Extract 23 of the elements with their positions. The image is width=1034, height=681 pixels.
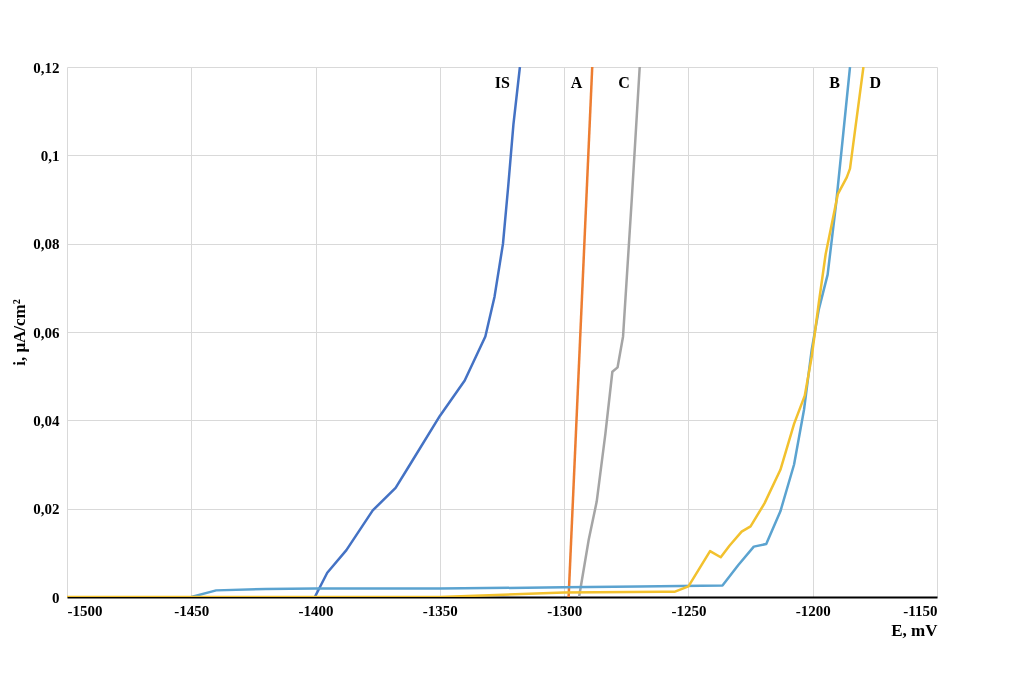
series-label: C	[618, 74, 630, 91]
x-tick-label: -1500	[67, 602, 103, 619]
series-label: B	[829, 74, 841, 91]
series-label: D	[869, 74, 881, 91]
y-tick-label: 0,12	[33, 59, 60, 76]
y-tick-label: 0,02	[33, 501, 60, 518]
y-tick-label: 0,08	[33, 236, 60, 253]
series-label: A	[570, 74, 583, 91]
x-tick-label: -1300	[547, 602, 583, 619]
y-tick-label: 0	[52, 589, 60, 606]
y-axis-title: i, μA/cm²	[10, 299, 30, 366]
x-tick-label: -1350	[422, 602, 458, 619]
x-tick-label: -1200	[795, 602, 831, 619]
x-axis-title: E, mV	[891, 620, 939, 640]
y-tick-label: 0,04	[33, 412, 60, 429]
x-tick-label: -1150	[903, 602, 938, 619]
x-tick-label: -1250	[671, 602, 707, 619]
line-series	[313, 67, 522, 597]
y-tick-label: 0,06	[33, 324, 60, 341]
series-label: IS	[494, 74, 510, 91]
y-tick-label: 0,1	[40, 147, 60, 164]
x-tick-label: -1450	[174, 602, 210, 619]
x-tick-label: -1400	[298, 602, 334, 619]
